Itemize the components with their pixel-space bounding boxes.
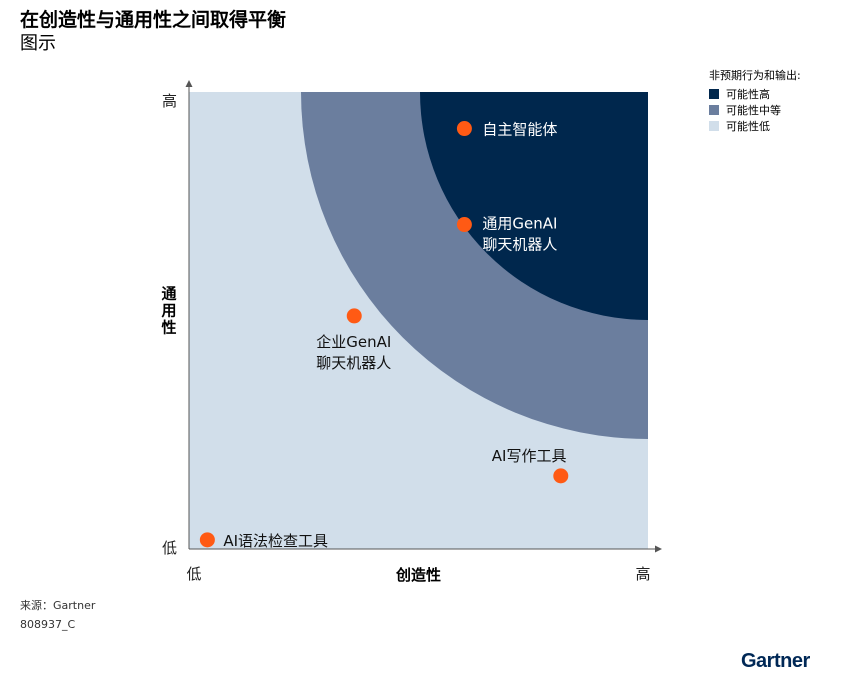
legend-label-low: 可能性低 (726, 119, 770, 133)
legend-item-low: 可能性低 (709, 118, 801, 134)
legend-item-medium: 可能性中等 (709, 102, 801, 118)
gartner-logo: Gartner (741, 650, 810, 672)
x-axis-label: 创造性 (395, 566, 441, 584)
chart-title: 在创造性与通用性之间取得平衡 (20, 9, 287, 31)
data-point (346, 308, 362, 324)
data-point-label: AI语法检查工具 (223, 532, 328, 550)
legend: 非预期行为和输出: 可能性高 可能性中等 可能性低 (709, 68, 801, 134)
y-axis-arrow (185, 80, 193, 87)
y-tick-high: 高 (162, 92, 177, 110)
data-point (456, 217, 472, 233)
chart-subtitle: 图示 (20, 33, 56, 54)
legend-swatch-low (709, 121, 719, 131)
data-point (456, 121, 472, 137)
x-axis-arrow (655, 545, 662, 553)
data-point-label: 自主智能体 (482, 121, 557, 139)
data-point (199, 532, 215, 548)
zone-high (420, 92, 648, 320)
data-point-label: 通用GenAI 聊天机器人 (482, 215, 557, 254)
y-tick-low: 低 (162, 539, 177, 557)
legend-swatch-high (709, 89, 719, 99)
legend-label-medium: 可能性中等 (726, 103, 781, 117)
legend-title: 非预期行为和输出: (709, 69, 801, 82)
legend-label-high: 可能性高 (726, 87, 770, 101)
data-point-label: 企业GenAI 聊天机器人 (316, 333, 391, 372)
figure-code: 808937_C (20, 618, 76, 631)
source-note: 来源：Gartner (20, 599, 96, 612)
data-point-label: AI写作工具 (492, 447, 567, 465)
legend-swatch-medium (709, 105, 719, 115)
legend-item-high: 可能性高 (709, 86, 801, 102)
data-point (553, 468, 569, 484)
x-tick-high: 高 (635, 565, 650, 583)
y-axis-label: 通用性 (161, 285, 176, 337)
x-tick-low: 低 (186, 565, 201, 583)
